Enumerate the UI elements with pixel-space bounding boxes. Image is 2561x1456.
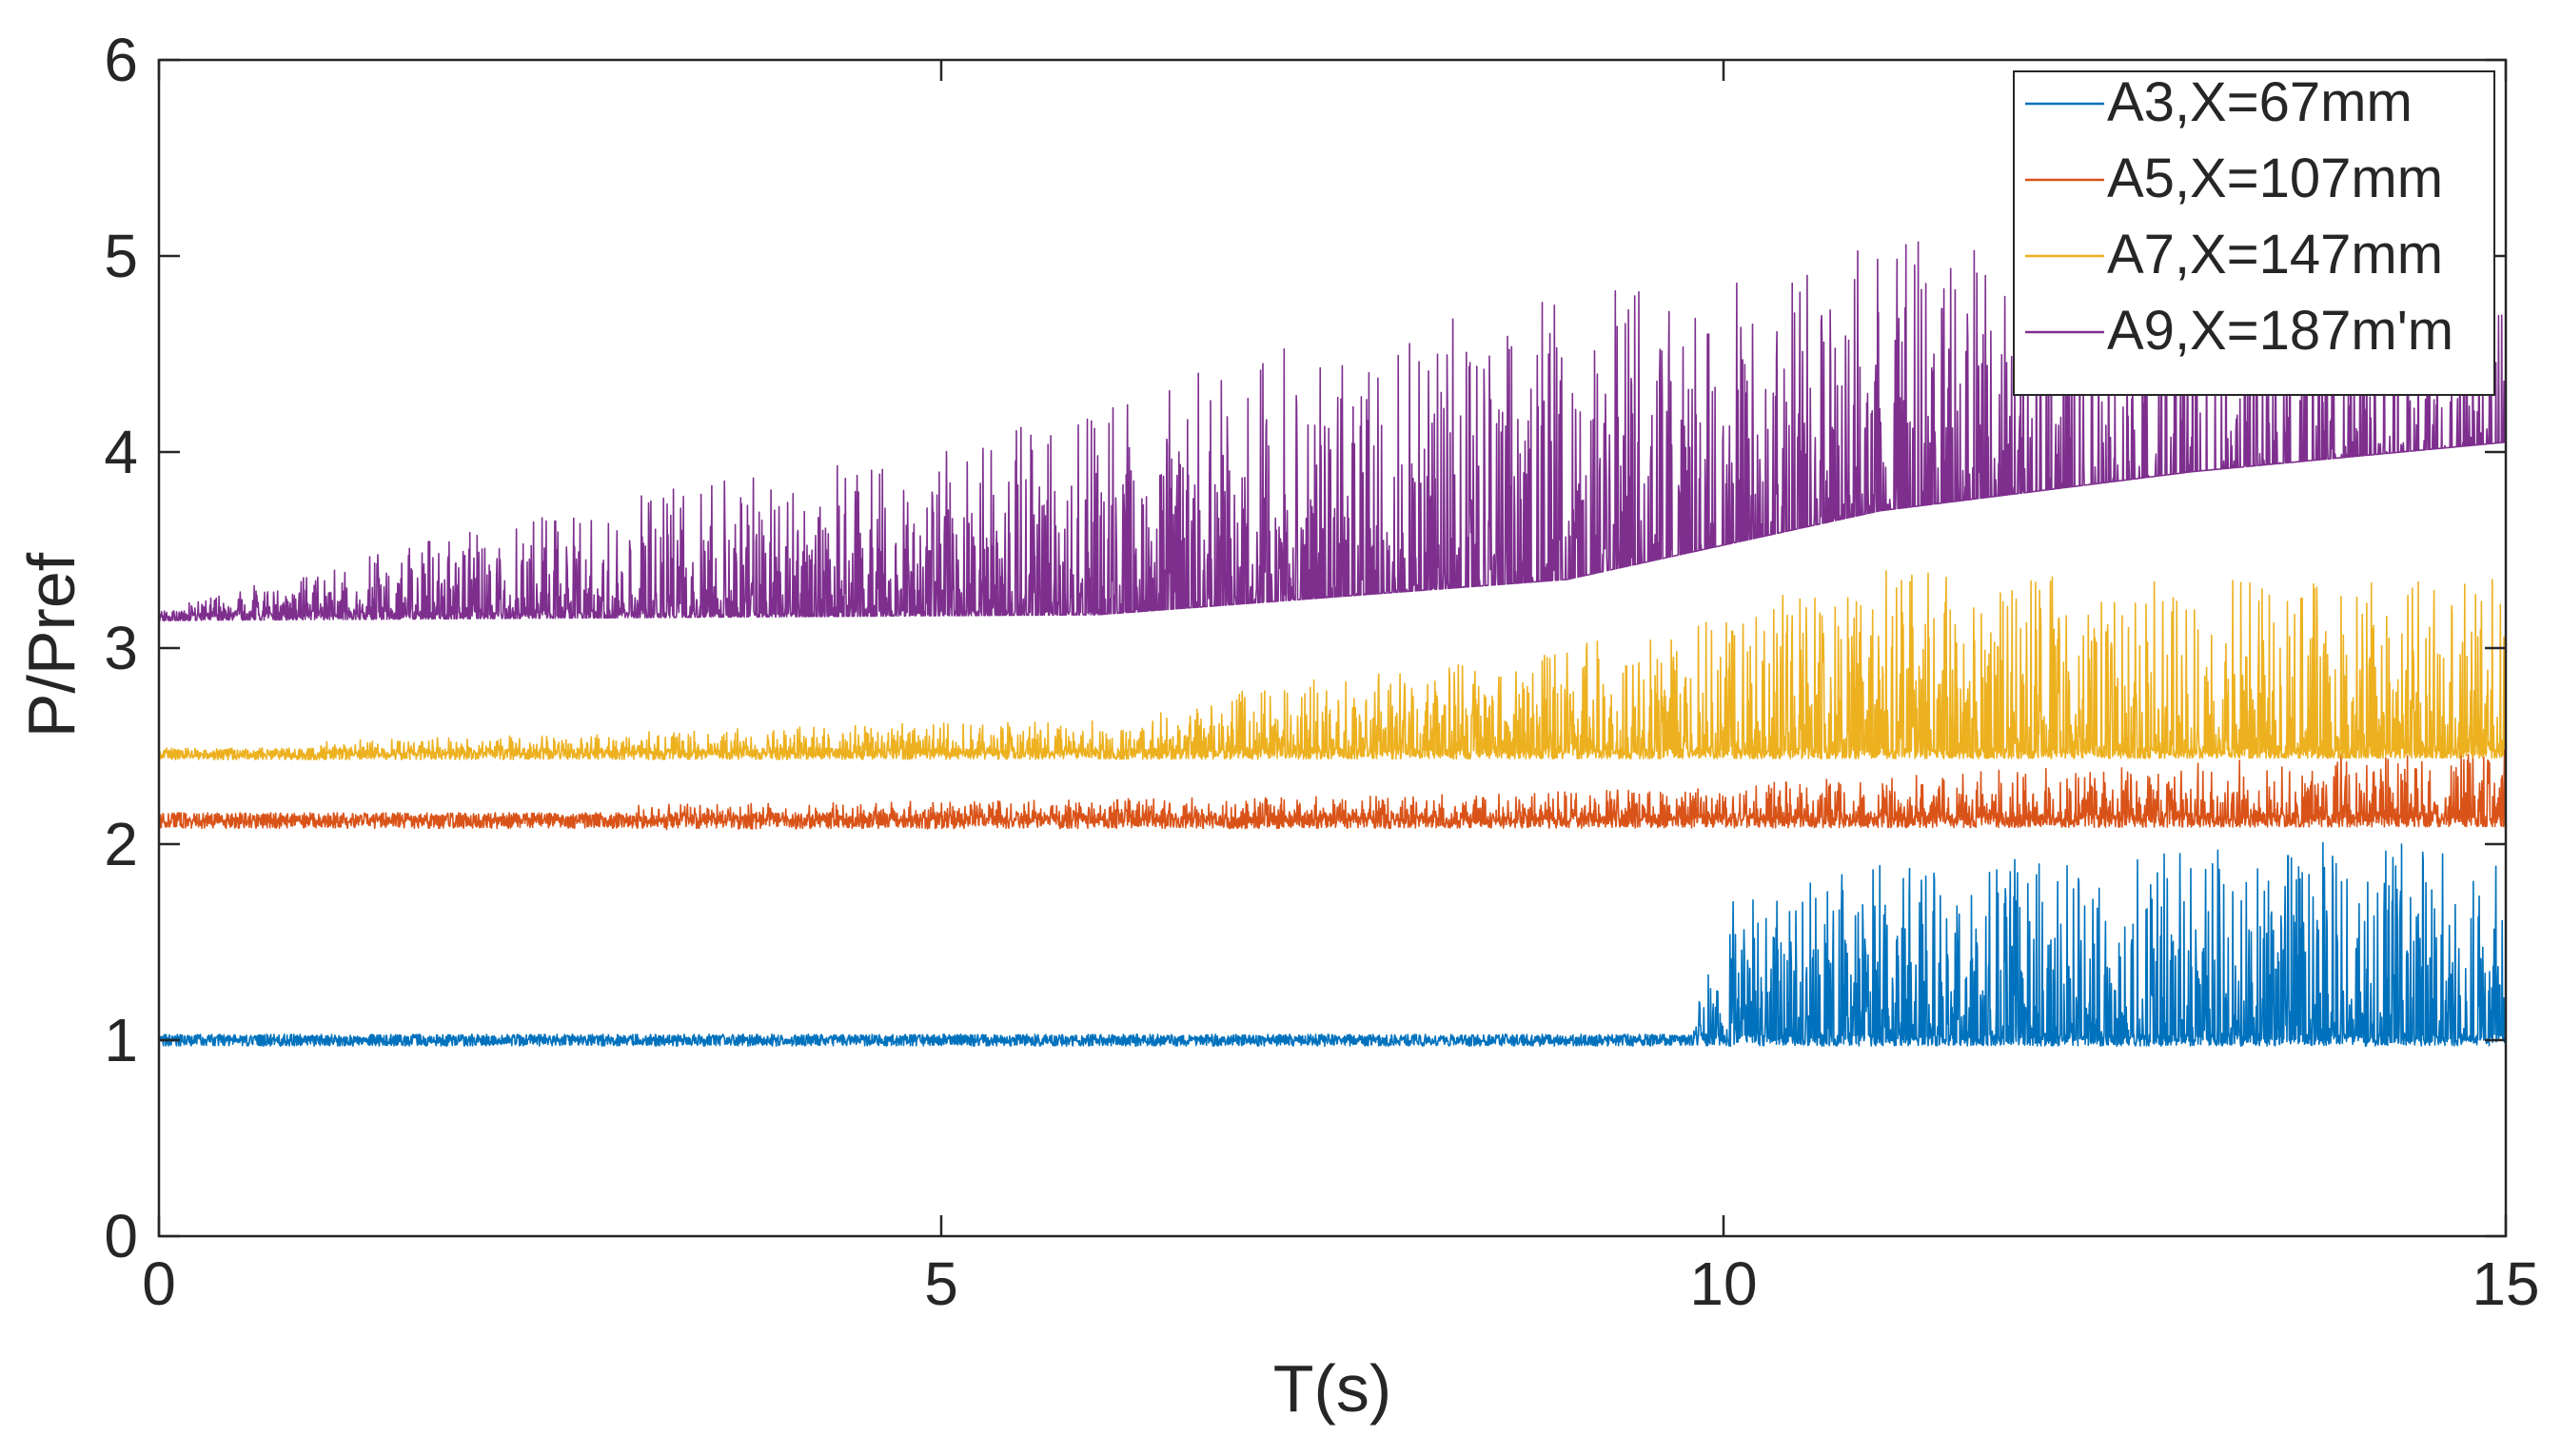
legend-label-4: A9,X=187m'm (2107, 300, 2453, 362)
series-line-4 (158, 241, 2507, 621)
series-line-1 (158, 841, 2507, 1047)
legend: A3,X=67mm A5,X=107mm A7,X=147mm A9,X=187m'm (2013, 70, 2495, 396)
axes-layer: 0 5 10 15 0 1 2 3 4 5 6 (104, 26, 2539, 1318)
legend-label-1: A3,X=67mm (2107, 71, 2413, 133)
y-tick-label: 3 (104, 614, 138, 682)
x-axis-label: T(s) (1273, 1351, 1391, 1426)
x-tick-label: 5 (924, 1249, 958, 1318)
legend-box (2013, 70, 2495, 396)
y-tick-label: 2 (104, 810, 138, 878)
y-tick-label: 4 (104, 418, 138, 486)
series-line-3 (158, 570, 2507, 761)
legend-label-2: A5,X=107mm (2107, 148, 2443, 209)
series-line-2 (158, 748, 2507, 831)
y-tick-label: 1 (104, 1006, 138, 1074)
series-layer (158, 241, 2507, 1047)
y-tick-label: 5 (104, 222, 138, 290)
y-tick-label: 0 (104, 1202, 138, 1270)
y-tick-label: 6 (104, 26, 138, 94)
x-tick-label: 15 (2472, 1249, 2539, 1318)
y-axis-label: P/Pref (14, 552, 89, 738)
x-tick-label: 0 (142, 1249, 176, 1318)
x-tick-label: 10 (1689, 1249, 1757, 1318)
legend-label-3: A7,X=147mm (2107, 224, 2443, 285)
